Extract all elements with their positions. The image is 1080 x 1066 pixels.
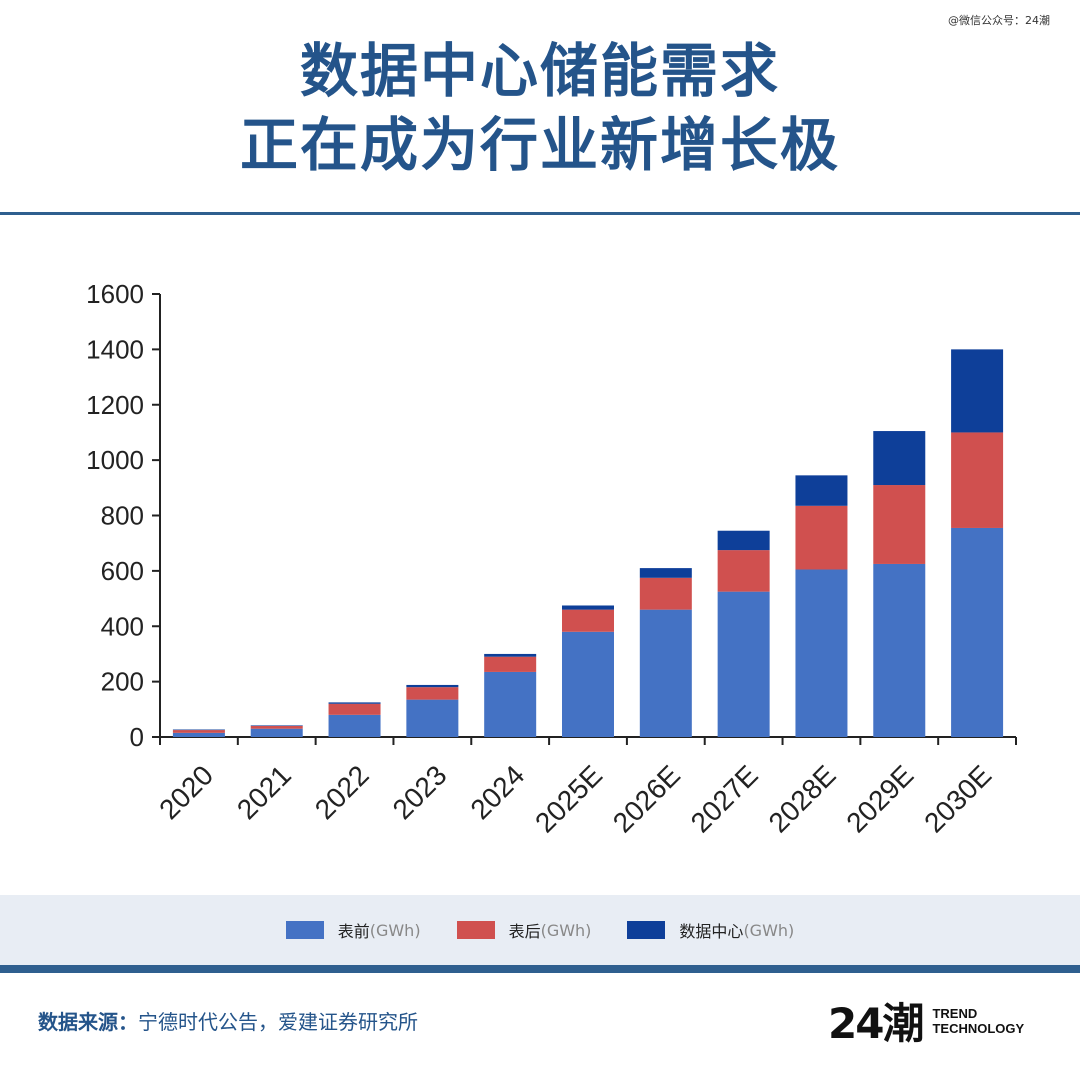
bar-2021-series-1: [250, 725, 303, 729]
bar-2020-series-1: [172, 730, 225, 733]
legend-unit-front: (GWh): [369, 920, 421, 940]
bar-2029E-series-0: [873, 563, 926, 737]
legend-label-front: 表前: [337, 922, 370, 941]
legend: 表前 (GWh) 表后 (GWh) 数据中心 (GWh): [0, 895, 1080, 965]
bar-2030E-series-0: [951, 527, 1004, 737]
bar-2025E-series-2: [562, 605, 614, 610]
bar-2022-series-2: [328, 702, 381, 704]
bar-2023-series-0: [406, 699, 459, 737]
bar-2020-series-2: [172, 729, 225, 731]
title-line-1: 数据中心储能需求: [299, 37, 780, 105]
legend-swatch-datacenter: [627, 921, 666, 939]
x-tick-label: 2025E: [529, 759, 608, 838]
watermark: @微信公众号：24潮: [948, 14, 1050, 27]
bar-2027E-series-2: [717, 530, 770, 551]
header-divider: [0, 212, 1080, 215]
x-tick-label: 2021: [231, 759, 297, 825]
bar-2028E-series-0: [795, 569, 848, 737]
y-tick-label: 400: [101, 611, 144, 641]
bar-2026E-series-0: [639, 609, 692, 737]
bar-2028E-series-2: [795, 475, 848, 506]
x-tick-label: 2026E: [607, 759, 686, 838]
bar-2023-series-2: [406, 684, 459, 688]
legend-band: 表前 (GWh) 表后 (GWh) 数据中心 (GWh): [0, 895, 1080, 965]
y-tick-label: 1200: [86, 390, 144, 420]
legend-item-back: 表后 (GWh): [456, 918, 592, 942]
bar-2026E-series-1: [639, 577, 692, 610]
y-tick-label: 1000: [86, 445, 144, 475]
y-tick-label: 0: [130, 722, 144, 752]
bar-2022-series-1: [328, 703, 381, 715]
x-tick-label: 2027E: [685, 759, 764, 838]
legend-label-datacenter: 数据中心: [679, 922, 744, 941]
legend-unit-datacenter: (GWh): [743, 920, 795, 940]
bar-2024-series-2: [484, 653, 537, 657]
bar-2030E-series-2: [951, 349, 1004, 433]
y-tick-label: 800: [101, 501, 144, 531]
logo-mark: 24潮: [828, 999, 924, 1048]
source-text: 宁德时代公告，爱建证券研究所: [138, 1010, 418, 1034]
bar-2030E-series-1: [951, 432, 1004, 528]
bar-2029E-series-1: [873, 485, 926, 564]
x-tick-label: 2028E: [763, 759, 842, 838]
bar-2021-series-0: [250, 728, 303, 737]
bar-2024-series-0: [484, 671, 537, 737]
bar-2029E-series-2: [873, 431, 926, 486]
legend-unit-back: (GWh): [540, 920, 592, 940]
page-title: 数据中心储能需求 正在成为行业新增长极: [0, 34, 1080, 182]
legend-swatch-front: [285, 921, 324, 939]
bar-2027E-series-0: [717, 591, 770, 737]
bar-2026E-series-2: [639, 568, 692, 578]
bar-2025E-series-0: [562, 631, 614, 737]
bar-2022-series-0: [328, 714, 381, 737]
y-tick-label: 600: [101, 556, 144, 586]
x-tick-label: 2022: [309, 759, 375, 825]
bar-2021-series-2: [250, 725, 303, 726]
legend-swatch-back: [456, 921, 495, 939]
x-tick-label: 2029E: [840, 759, 919, 838]
x-tick-label: 2023: [387, 759, 453, 825]
bar-2024-series-1: [484, 656, 537, 672]
title-line-2: 正在成为行业新增长极: [239, 111, 840, 179]
bar-2027E-series-1: [717, 550, 770, 592]
y-tick-label: 1400: [86, 334, 144, 364]
y-tick-label: 200: [101, 667, 144, 697]
brand-logo: 24潮 TREND TECHNOLOGY: [828, 990, 1024, 1051]
x-tick-label: 2030E: [918, 759, 997, 838]
logo-text-line-2: TECHNOLOGY: [932, 1020, 1025, 1036]
footer-divider: [0, 965, 1080, 973]
logo-text-line-1: TREND: [932, 1005, 978, 1021]
bar-2028E-series-1: [795, 505, 848, 570]
bar-2020-series-0: [172, 732, 225, 737]
x-tick-label: 2024: [464, 759, 530, 825]
bar-2025E-series-1: [562, 609, 614, 632]
y-tick-label: 1600: [86, 279, 144, 309]
source-label: 数据来源：: [38, 1010, 138, 1034]
bar-2023-series-1: [406, 687, 459, 700]
legend-label-back: 表后: [508, 922, 541, 941]
legend-item-datacenter: 数据中心 (GWh): [627, 918, 794, 942]
x-tick-label: 2020: [153, 759, 219, 825]
data-source: 数据来源：宁德时代公告，爱建证券研究所: [38, 1006, 418, 1035]
logo-text: TREND TECHNOLOGY: [932, 1006, 1024, 1036]
legend-item-front: 表前 (GWh): [285, 918, 421, 942]
